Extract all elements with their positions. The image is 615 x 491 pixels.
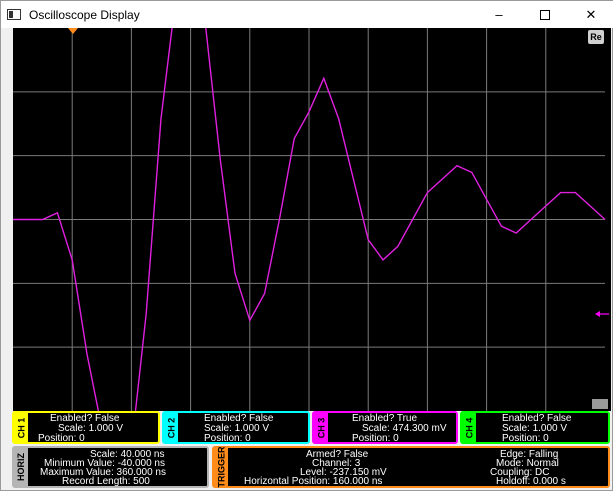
channel-panels: CH 1 Enabled? False Scale: 1.000 V Posit…: [12, 411, 610, 444]
ch4-scale: Scale: 1.000 V: [502, 423, 568, 434]
trigger-armed: Armed? False: [306, 449, 369, 460]
ch2-enabled: Enabled? False: [204, 413, 274, 424]
close-button[interactable]: ✕: [568, 1, 614, 28]
ch1-scale: Scale: 1.000 V: [58, 423, 124, 434]
graticule-grid: [13, 28, 605, 411]
horiz-max-value: Maximum Value: 360.000 ns: [40, 467, 166, 478]
reset-button[interactable]: Re: [588, 30, 604, 44]
scroll-thumb[interactable]: [592, 399, 608, 409]
minimize-button[interactable]: –: [476, 1, 522, 28]
app-window-icon: [7, 9, 21, 20]
horizontal-panel[interactable]: HORIZ Scale: 40.000 ns Minimum Value: -4…: [12, 446, 209, 488]
trigger-level-marker-icon: [595, 311, 609, 317]
horiz-tab[interactable]: HORIZ: [14, 448, 28, 486]
trigger-edge: Edge: Falling: [500, 449, 559, 460]
ch4-tab[interactable]: CH 4: [462, 413, 476, 442]
ch3-scale: Scale: 474.300 mV: [362, 423, 447, 434]
minimize-icon: –: [495, 7, 503, 22]
ch1-panel[interactable]: CH 1 Enabled? False Scale: 1.000 V Posit…: [12, 411, 160, 444]
ch1-tab[interactable]: CH 1: [14, 413, 28, 442]
ch3-enabled: Enabled? True: [352, 413, 418, 424]
horiz-scale: Scale: 40.000 ns: [90, 449, 165, 460]
trigger-tab[interactable]: TRIGGER: [214, 446, 228, 488]
title-bar[interactable]: Oscilloscope Display – ✕: [1, 1, 614, 28]
ch1-position: Position: 0: [38, 433, 85, 444]
trigger-channel: Channel: 3: [312, 458, 361, 469]
ch3-panel[interactable]: CH 3 Enabled? True Scale: 474.300 mV Pos…: [312, 411, 458, 444]
close-icon: ✕: [585, 6, 597, 22]
horiz-min-value: Minimum Value: -40.000 ns: [44, 458, 165, 469]
horiz-record-length: Record Length: 500: [62, 476, 150, 487]
ch2-position: Position: 0: [204, 433, 251, 444]
waveform-canvas: [13, 28, 609, 411]
trigger-level: Level: -237.150 mV: [300, 467, 387, 478]
ch2-panel[interactable]: CH 2 Enabled? False Scale: 1.000 V Posit…: [162, 411, 310, 444]
window-title: Oscilloscope Display: [29, 7, 140, 22]
ch3-position: Position: 0: [352, 433, 399, 444]
maximize-icon: [540, 9, 550, 20]
trigger-position-marker: [68, 28, 78, 34]
ch4-enabled: Enabled? False: [502, 413, 572, 424]
trigger-horizontal-position: Horizontal Position: 160.000 ns: [244, 476, 383, 487]
ch3-tab[interactable]: CH 3: [314, 413, 328, 442]
maximize-button[interactable]: [522, 1, 568, 28]
ch4-position: Position: 0: [502, 433, 549, 444]
ch2-scale: Scale: 1.000 V: [204, 423, 270, 434]
trigger-mode: Mode: Normal: [496, 458, 559, 469]
ch1-enabled: Enabled? False: [50, 413, 120, 424]
settings-panels: HORIZ Scale: 40.000 ns Minimum Value: -4…: [12, 446, 610, 488]
ch4-panel[interactable]: CH 4 Enabled? False Scale: 1.000 V Posit…: [460, 411, 610, 444]
channel-3-trace: [13, 28, 606, 411]
trigger-panel[interactable]: TRIGGER Armed? False Channel: 3 Level: -…: [212, 446, 610, 488]
waveform-display[interactable]: Re: [13, 28, 611, 411]
ch2-tab[interactable]: CH 2: [164, 413, 178, 442]
trigger-coupling: Coupling: DC: [490, 467, 550, 478]
trigger-holdoff: Holdoff: 0.000 s: [496, 476, 566, 487]
